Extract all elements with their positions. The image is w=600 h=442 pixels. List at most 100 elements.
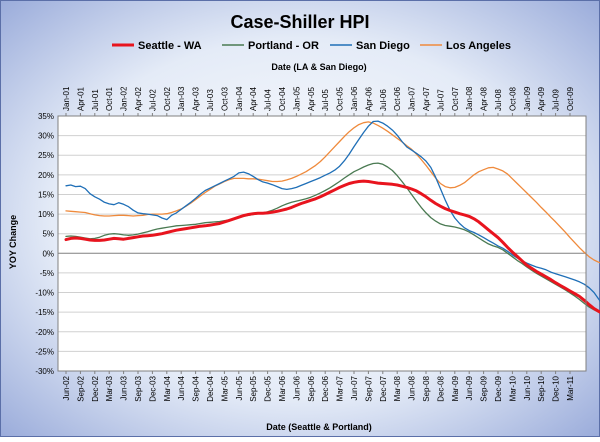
x-top-tick-label: Apr-06	[364, 86, 373, 111]
y-tick-label: 5%	[42, 230, 54, 239]
x-top-tick-label: Jul-08	[494, 89, 503, 111]
plot-frame	[57, 115, 587, 372]
x-bottom-tick-label: Mar-07	[336, 375, 345, 401]
y-tick-label: -25%	[35, 347, 54, 356]
y-tick-label: 10%	[38, 210, 54, 219]
x-top-tick-label: Jul-02	[148, 89, 157, 111]
x-bottom-tick-label: Sep-08	[422, 375, 431, 401]
x-top-tick-label: Apr-08	[480, 86, 489, 111]
x-bottom-tick-label: Dec-10	[552, 375, 561, 401]
x-top-tick-label: Oct-02	[163, 86, 172, 111]
y-tick-labels: 35% 30% 25% 20% 15% 10% 5% 0% -5% -10% -15% -20% -25…	[35, 112, 54, 376]
x-bottom-tick-label: Mar-09	[451, 375, 460, 401]
x-bottom-tick-label: Mar-04	[163, 375, 172, 401]
y-tick-label: -15%	[35, 308, 54, 317]
x-top-tick-label: Jul-07	[436, 89, 445, 111]
x-top-tick-label: Jan-03	[177, 86, 186, 111]
y-tick-label: 15%	[38, 190, 54, 199]
x-top-tick-label: Apr-01	[76, 86, 85, 111]
x-top-tick-label: Oct-07	[451, 86, 460, 111]
y-tick-label: 0%	[42, 249, 54, 258]
x-bottom-tick-label: Jun-06	[292, 375, 301, 400]
x-bottom-tick-label: Jun-03	[120, 375, 129, 400]
x-bottom-tick-label: Sep-03	[134, 375, 143, 401]
legend-label: Los Angeles	[446, 40, 511, 52]
series-lines	[64, 120, 600, 314]
x-bottom-axis-label: Date (Seattle & Portland)	[266, 422, 372, 432]
x-top-tick-label: Jul-01	[91, 89, 100, 111]
x-bottom-tick-label: Dec-06	[321, 375, 330, 401]
x-bottom-tick-label: Sep-10	[537, 375, 546, 401]
x-bottom-tick-label: Dec-02	[91, 375, 100, 401]
x-bottom-tick-label: Mar-11	[566, 375, 575, 400]
x-bottom-tick-label: Dec-08	[436, 375, 445, 401]
x-top-tick-label: Jan-02	[120, 86, 129, 111]
y-tick-label: 30%	[38, 132, 54, 141]
y-tick-label: 35%	[38, 112, 54, 121]
x-top-tick-label: Oct-01	[105, 86, 114, 111]
y-tick-label: -5%	[40, 269, 54, 278]
x-bottom-tick-label: Dec-07	[379, 375, 388, 401]
x-top-tick-label: Jul-06	[379, 89, 388, 111]
x-bottom-tick-label: Sep-05	[249, 375, 258, 401]
legend-label: San Diego	[356, 40, 410, 52]
y-tick-label: -30%	[35, 367, 54, 376]
x-top-tick-label: Jul-04	[264, 89, 273, 111]
x-bottom-tick-label: Jun-05	[235, 375, 244, 400]
x-top-tick-label: Jul-05	[321, 89, 330, 111]
x-bottom-tick-label: Jun-10	[523, 375, 532, 400]
series-line-san-diego	[65, 120, 600, 303]
x-top-tick-label: Oct-08	[508, 86, 517, 111]
x-top-tick-label: Jan-09	[523, 86, 532, 111]
x-bottom-tick-label: Dec-04	[206, 375, 215, 401]
legend-label: Portland - OR	[248, 40, 319, 52]
x-top-tick-label: Jan-04	[235, 86, 244, 111]
y-tick-label: 20%	[38, 171, 54, 180]
x-top-tick-label: Oct-05	[336, 86, 345, 111]
x-bottom-tick-label: Mar-03	[105, 375, 114, 401]
legend: Seattle - WA Portland - OR San Diego Los An…	[112, 40, 511, 52]
x-top-tick-label: Jan-06	[350, 86, 359, 111]
y-tick-label: -20%	[35, 328, 54, 337]
x-bottom-tick-label: Jun-07	[350, 375, 359, 400]
x-bottom-tick-label: Dec-05	[264, 375, 273, 401]
x-top-tick-label: Oct-06	[393, 86, 402, 111]
y-tick-label: -10%	[35, 289, 54, 298]
y-axis-label: YOY Change	[8, 215, 18, 269]
series-line-seattle-wa	[64, 179, 600, 314]
x-top-tick-label: Apr-04	[249, 86, 258, 111]
x-bottom-tick-labels: Jun-02 Sep-02 Dec-02 Mar-03 Jun-03 Sep-03 Dec-…	[62, 371, 575, 402]
x-bottom-tick-label: Sep-04	[192, 375, 201, 401]
x-top-tick-label: Oct-04	[278, 86, 287, 111]
x-bottom-tick-label: Jun-02	[62, 375, 71, 400]
series-line-los-angeles	[65, 121, 600, 264]
x-top-tick-label: Jan-01	[62, 86, 71, 111]
x-top-tick-label: Jan-08	[465, 86, 474, 111]
x-bottom-tick-label: Mar-05	[220, 375, 229, 401]
x-top-tick-label: Oct-09	[566, 86, 575, 111]
x-top-tick-label: Jan-07	[408, 86, 417, 111]
x-bottom-tick-label: Mar-08	[393, 375, 402, 401]
chart-title: Case-Shiller HPI	[230, 12, 369, 32]
x-bottom-tick-label: Jun-08	[408, 375, 417, 400]
plot-area	[58, 116, 586, 371]
x-bottom-tick-label: Sep-02	[76, 375, 85, 401]
x-bottom-tick-label: Mar-06	[278, 375, 287, 401]
x-top-tick-label: Oct-03	[220, 86, 229, 111]
x-top-tick-label: Apr-09	[537, 86, 546, 111]
x-bottom-tick-label: Jun-04	[177, 375, 186, 400]
x-bottom-tick-label: Mar-10	[508, 375, 517, 401]
x-top-tick-label: Apr-03	[192, 86, 201, 111]
x-top-tick-label: Jan-05	[292, 86, 301, 111]
x-top-tick-labels: Jan-01 Apr-01 Jul-01 Oct-01 Jan-02 Apr-02 Jul-…	[62, 86, 575, 116]
x-top-tick-label: Jul-09	[552, 89, 561, 111]
x-top-axis-label: Date (LA & San Diego)	[271, 62, 366, 72]
x-top-tick-label: Apr-07	[422, 86, 431, 111]
x-top-tick-label: Jul-03	[206, 89, 215, 111]
x-top-tick-label: Apr-02	[134, 86, 143, 111]
x-bottom-tick-label: Dec-03	[148, 375, 157, 401]
x-bottom-tick-label: Sep-06	[307, 375, 316, 401]
x-bottom-tick-label: Jun-09	[465, 375, 474, 400]
